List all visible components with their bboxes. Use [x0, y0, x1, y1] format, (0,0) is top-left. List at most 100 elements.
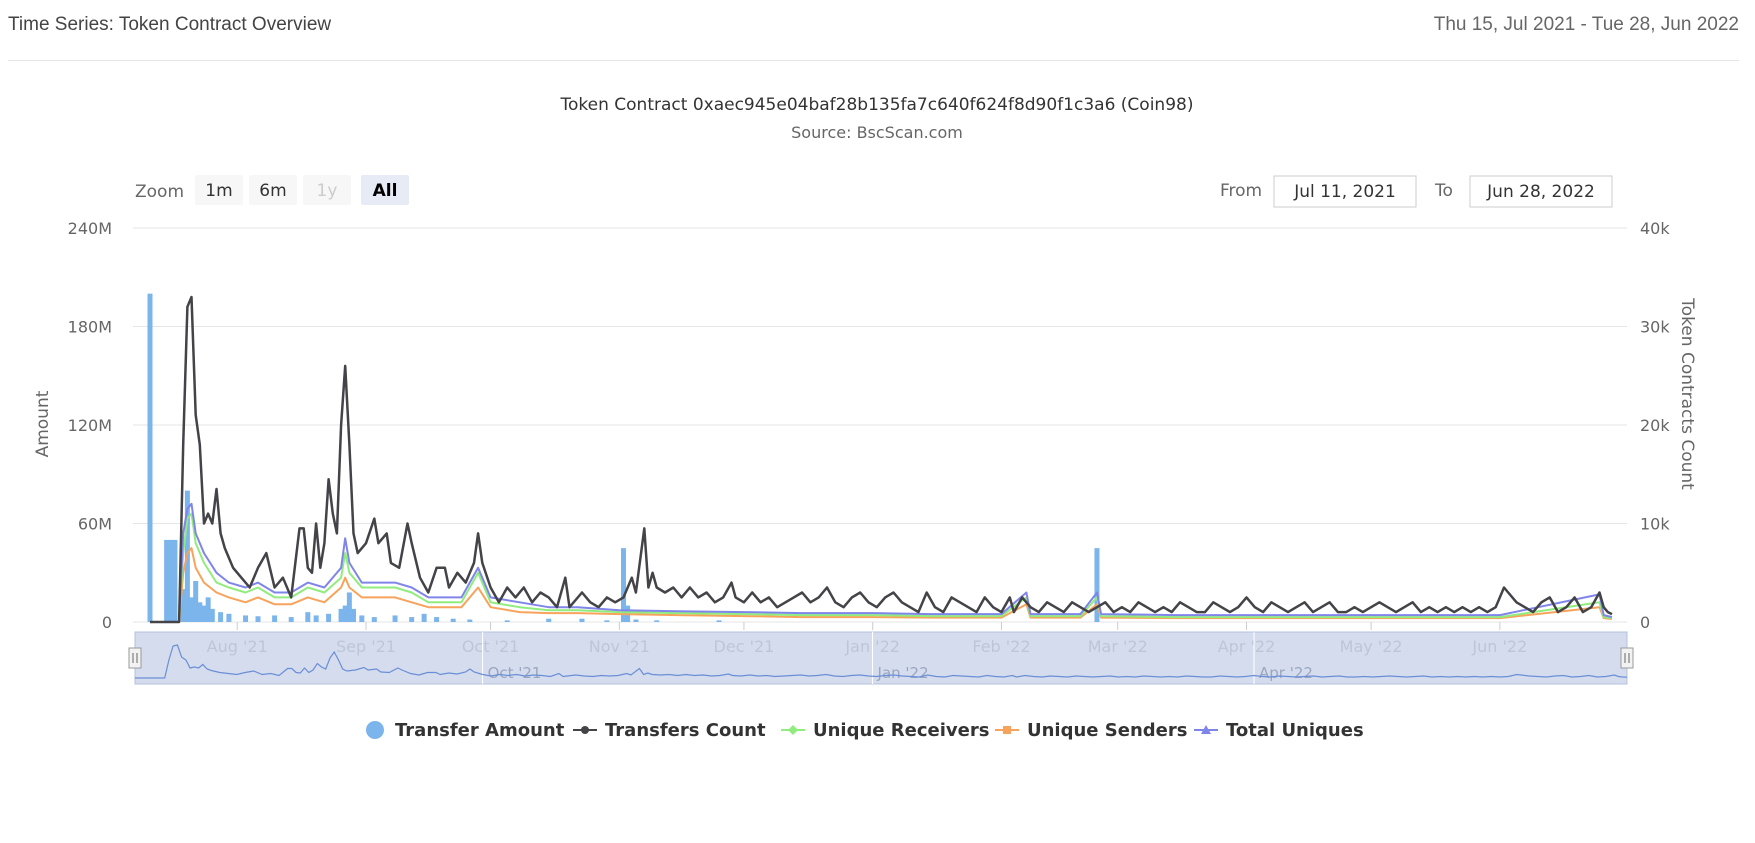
- y-tick-left: 240M: [68, 219, 112, 238]
- y-axis-right-title: Token Contracts Count: [1677, 297, 1697, 490]
- page-title: Time Series: Token Contract Overview: [8, 14, 332, 35]
- navigator-tick-label: Jan '22: [877, 664, 929, 682]
- y-tick-left: 180M: [68, 318, 112, 337]
- transfer-amount-bar: [205, 597, 211, 622]
- svg-text:1y: 1y: [317, 181, 338, 201]
- transfer-amount-bar: [504, 620, 510, 622]
- transfer-amount-bar: [579, 618, 585, 622]
- navigator-mask: [134, 631, 1628, 685]
- transfer-amount-bar: [326, 613, 332, 622]
- transfer-amount-bar: [180, 589, 186, 622]
- transfer-amount-bar: [450, 618, 456, 622]
- legend: Transfer Amount Transfers Count Unique Rec…: [366, 720, 1364, 741]
- transfer-amount-bar: [164, 539, 170, 622]
- legend-item-transfer-amount[interactable]: Transfer Amount: [366, 720, 565, 741]
- zoom-button-1y[interactable]: 1y: [303, 175, 351, 205]
- transfer-amount-bar: [338, 608, 344, 622]
- svg-text:6m: 6m: [259, 181, 286, 201]
- y-tick-right: 0: [1640, 613, 1650, 632]
- transfer-amount-bar: [288, 617, 294, 622]
- legend-symbol: [366, 721, 384, 739]
- transfer-amount-bar: [168, 539, 174, 622]
- y-axis-left-title: Amount: [33, 390, 53, 457]
- transfer-amount-bar: [654, 620, 660, 622]
- transfer-amount-bar: [272, 615, 278, 622]
- navigator[interactable]: Oct '21 Jan '22 Apr '22: [128, 631, 1634, 685]
- y-tick-left: 120M: [68, 416, 112, 435]
- transfer-amount-bar: [197, 602, 203, 622]
- transfer-amount-bar: [716, 620, 722, 622]
- transfer-amount-bar: [1094, 548, 1100, 622]
- transfer-amount-bar: [193, 580, 199, 622]
- transfer-amount-bar: [620, 548, 626, 622]
- legend-item-unique-senders[interactable]: Unique Senders: [995, 720, 1187, 741]
- transfer-amount-bar: [392, 615, 398, 622]
- total-uniques-line: [150, 502, 1613, 623]
- navigator-tick-label: Apr '22: [1259, 664, 1313, 682]
- series-lines: [150, 295, 1613, 624]
- transfer-amount-bar: [371, 617, 377, 622]
- from-label: From: [1220, 181, 1262, 201]
- transfer-amount-bar: [546, 618, 552, 622]
- transfers-count-line: [150, 295, 1613, 624]
- to-date-input[interactable]: Jun 28, 2022: [1469, 175, 1613, 208]
- navigator-series-line: [135, 644, 1628, 679]
- zoom-button-all[interactable]: All: [361, 175, 409, 205]
- transfer-amount-bar: [243, 615, 249, 622]
- transfer-amount-bar: [313, 615, 319, 622]
- legend-item-total-uniques[interactable]: Total Uniques: [1194, 720, 1364, 741]
- date-range-label: Thu 15, Jul 2021 - Tue 28, Jun 2022: [1433, 14, 1739, 35]
- y-tick-right: 20k: [1640, 416, 1670, 435]
- transfer-amount-bar: [226, 613, 232, 622]
- transfer-amount-bar: [305, 612, 311, 622]
- chart-canvas: Token Contract 0xaec945e04baf28b135fa7c6…: [33, 95, 1697, 741]
- svg-text:Jun 28, 2022: Jun 28, 2022: [1486, 182, 1595, 202]
- legend-label: Total Uniques: [1226, 720, 1364, 741]
- from-date-input[interactable]: Jul 11, 2021: [1273, 175, 1417, 208]
- header-divider: [8, 60, 1739, 61]
- transfer-amount-bar: [342, 605, 348, 622]
- zoom-button-1m[interactable]: 1m: [195, 175, 243, 205]
- grid-lines: [133, 227, 1627, 623]
- legend-label: Unique Receivers: [813, 720, 989, 741]
- transfer-amount-bar: [467, 619, 473, 622]
- transfer-amount-bar: [189, 597, 195, 622]
- transfer-amount-bar: [351, 608, 357, 622]
- transfer-amount-bar: [201, 605, 207, 622]
- y-tick-labels: 0 0 60M 10k 120M 20k 180M 30k 240M 40k: [68, 219, 1671, 632]
- y-tick-right: 40k: [1640, 219, 1670, 238]
- transfer-amount-bar: [421, 613, 427, 622]
- y-tick-left: 0: [102, 613, 112, 632]
- chart-subtitle: Source: BscScan.com: [791, 123, 963, 142]
- legend-label: Transfers Count: [605, 720, 766, 741]
- transfer-amount-bar: [633, 619, 639, 622]
- zoom-button-6m[interactable]: 6m: [249, 175, 297, 205]
- svg-text:All: All: [373, 181, 398, 201]
- navigator-tick-label: Oct '21: [488, 664, 542, 682]
- zoom-label: Zoom: [135, 182, 184, 202]
- y-tick-right: 30k: [1640, 318, 1670, 337]
- y-tick-right: 10k: [1640, 515, 1670, 534]
- legend-label: Transfer Amount: [395, 720, 565, 741]
- svg-text:Jul 11, 2021: Jul 11, 2021: [1293, 182, 1396, 202]
- transfer-amount-bar: [209, 608, 215, 622]
- transfer-amount-bar: [218, 612, 224, 622]
- svg-text:1m: 1m: [205, 181, 232, 201]
- transfer-amount-bar: [409, 617, 415, 622]
- transfer-amount-bar: [346, 592, 352, 622]
- transfer-amount-bar: [172, 539, 178, 622]
- legend-item-unique-receivers[interactable]: Unique Receivers: [781, 720, 989, 741]
- transfer-amount-bar: [434, 617, 440, 622]
- chart-title: Token Contract 0xaec945e04baf28b135fa7c6…: [560, 95, 1194, 115]
- legend-item-transfers-count[interactable]: Transfers Count: [573, 720, 766, 741]
- navigator-handle-left[interactable]: [128, 647, 142, 669]
- transfer-amount-columns: [147, 293, 1100, 622]
- transfer-amount-bar: [255, 616, 261, 622]
- legend-label: Unique Senders: [1027, 720, 1187, 741]
- transfer-amount-bar: [604, 620, 610, 622]
- unique-senders-line: [150, 547, 1613, 623]
- transfer-amount-bar: [147, 293, 153, 622]
- to-label: To: [1434, 181, 1453, 201]
- navigator-handle-right[interactable]: [1620, 647, 1634, 669]
- y-tick-left: 60M: [78, 515, 112, 534]
